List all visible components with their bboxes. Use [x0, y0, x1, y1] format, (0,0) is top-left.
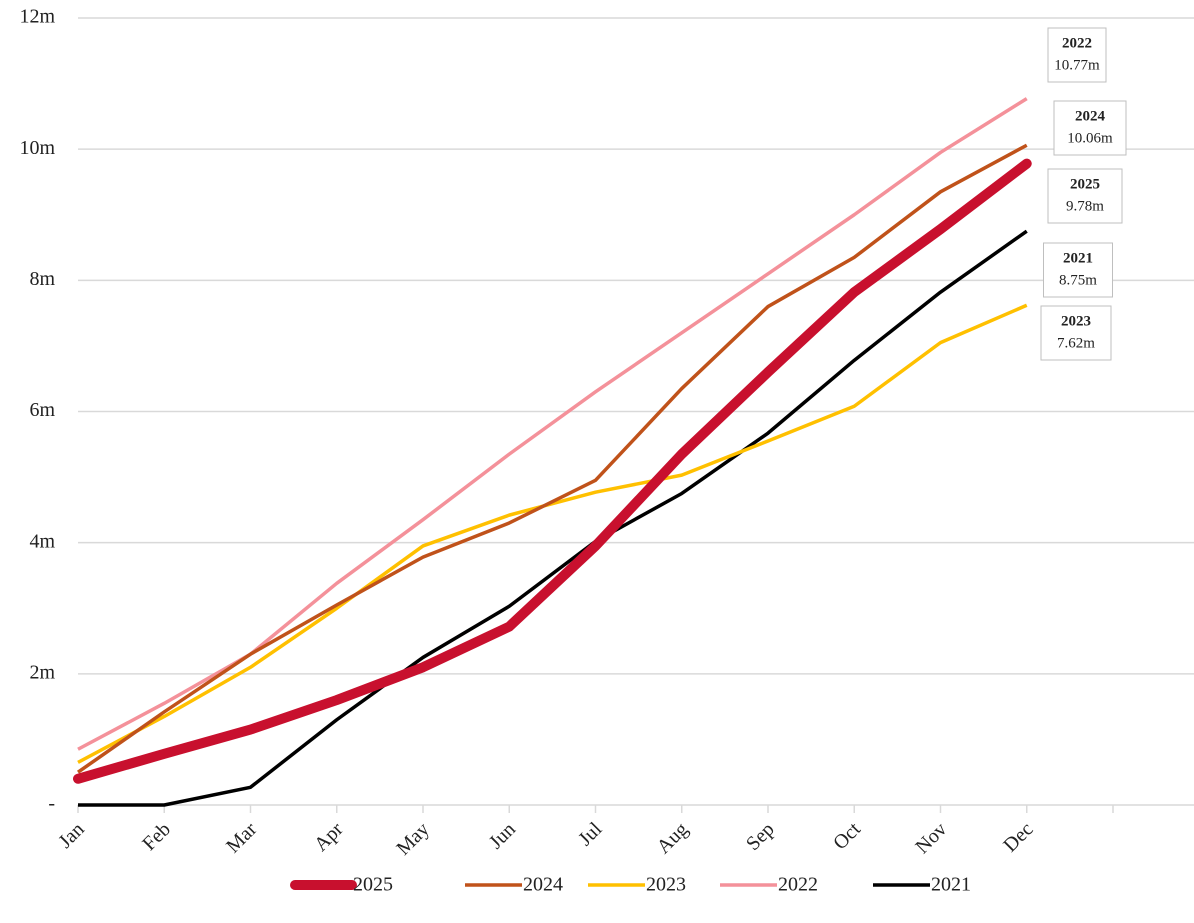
end-label-box: [1053, 100, 1127, 156]
end-label-box: [1043, 242, 1113, 298]
end-label-value: 10.06m: [1067, 130, 1113, 146]
end-label-box: [1047, 27, 1107, 83]
end-label-box: [1040, 305, 1112, 361]
x-tick-label: Mar: [222, 818, 261, 857]
x-tick-label: Feb: [138, 818, 175, 855]
legend-label: 2024: [523, 874, 563, 896]
legend-label: 2023: [646, 874, 686, 896]
series-line: [77, 97, 1028, 751]
legend-label: 2022: [778, 874, 818, 896]
end-label-value: 10.77m: [1054, 57, 1100, 73]
end-label-name: 2022: [1062, 35, 1092, 51]
x-tick-label: Jan: [54, 818, 88, 852]
y-tick-label: 12m: [19, 6, 55, 28]
end-label: 2025 9.78m: [1047, 168, 1123, 224]
x-tick-label: Nov: [911, 818, 951, 858]
end-label-name: 2025: [1070, 176, 1100, 192]
legend-label: 2025: [353, 874, 393, 896]
end-label: 2022 10.77m: [1047, 27, 1107, 83]
x-tick-label: May: [392, 818, 433, 859]
x-tick-label: Oct: [829, 818, 865, 854]
x-tick-label: Apr: [310, 818, 348, 856]
end-label: 2024 10.06m: [1053, 100, 1127, 156]
y-tick-label: 4m: [29, 530, 55, 552]
end-label-value: 7.62m: [1057, 335, 1095, 351]
y-tick-label: 2m: [29, 661, 55, 683]
end-label-box: [1047, 168, 1123, 224]
end-label-value: 8.75m: [1059, 272, 1097, 288]
end-label-value: 9.78m: [1066, 198, 1104, 214]
y-tick-label: 8m: [29, 268, 55, 290]
end-label-name: 2021: [1063, 250, 1093, 266]
x-tick-label: Sep: [742, 818, 779, 855]
series-line: [76, 143, 1028, 774]
y-tick-label: -: [48, 793, 55, 815]
series-line: [78, 229, 1028, 807]
x-tick-label: Jul: [574, 818, 606, 850]
x-tick-label: Jun: [485, 818, 520, 853]
end-label: 2021 8.75m: [1043, 242, 1113, 298]
legend-label: 2021: [931, 874, 971, 896]
y-tick-label: 6m: [29, 399, 55, 421]
end-label-name: 2023: [1061, 313, 1091, 329]
y-tick-label: 10m: [19, 137, 55, 159]
end-label-name: 2024: [1075, 108, 1106, 124]
x-tick-label: Dec: [999, 818, 1037, 856]
x-tick-label: Aug: [653, 818, 693, 858]
end-label: 2023 7.62m: [1040, 305, 1112, 361]
series-line: [73, 158, 1032, 784]
series-line: [77, 303, 1028, 764]
